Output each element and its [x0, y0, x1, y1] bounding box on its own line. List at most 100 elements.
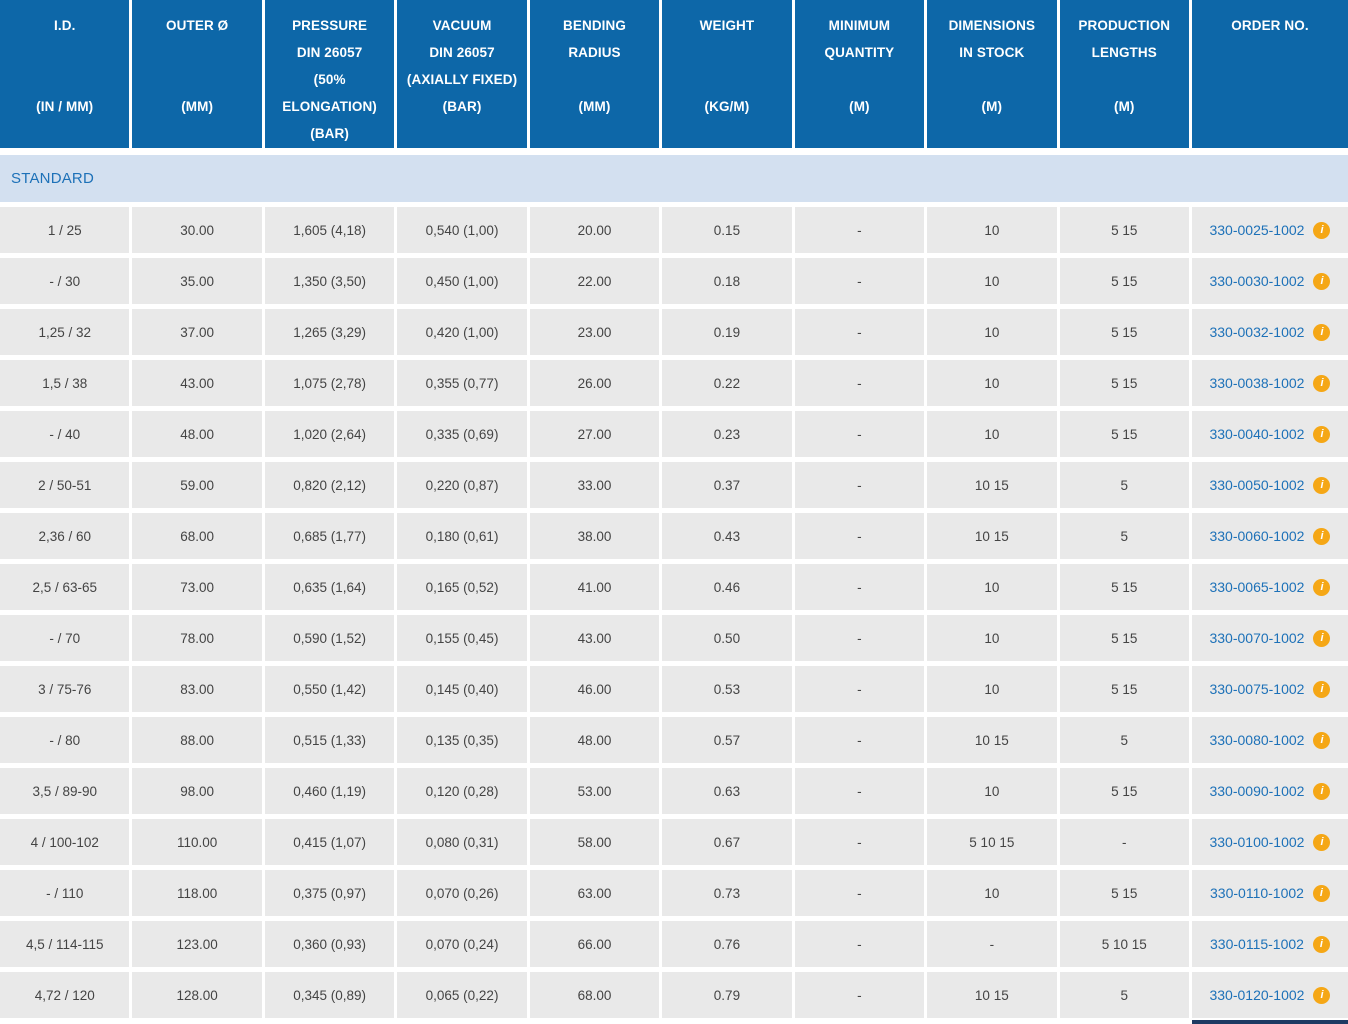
cell-dimensions-in-stock: 10 15	[927, 717, 1057, 763]
cell-minimum-quantity: -	[794, 921, 925, 967]
cell-vacuum: 0,165 (0,52)	[397, 564, 527, 610]
cell-outer-diameter: 118.00	[132, 870, 262, 916]
cell-weight: 0.43	[662, 513, 792, 559]
cell-minimum-quantity: -	[794, 411, 925, 457]
cell-vacuum: 0,450 (1,00)	[397, 258, 527, 304]
info-icon[interactable]: i	[1313, 425, 1331, 443]
cell-vacuum: 0,420 (1,00)	[397, 309, 527, 355]
cell-pressure: 1,350 (3,50)	[264, 258, 395, 304]
cell-bending-radius: 58.00	[529, 819, 660, 865]
cell-minimum-quantity: -	[794, 360, 925, 406]
cell-production-lengths: 5 15	[1059, 309, 1189, 355]
cell-pressure: 0,685 (1,77)	[264, 513, 395, 559]
column-header-production-lengths: PRODUCTION LENGTHS (M)	[1059, 0, 1189, 148]
column-header-line: PRODUCTION	[1078, 18, 1171, 33]
cell-outer-diameter: 37.00	[132, 309, 262, 355]
cell-dimensions-in-stock: 5 10 15	[927, 819, 1057, 865]
column-header-line	[0, 39, 129, 66]
cell-outer-diameter: 128.00	[132, 972, 262, 1018]
cell-outer-diameter: 88.00	[132, 717, 262, 763]
order-no-link[interactable]: 330-0030-1002	[1209, 273, 1305, 289]
cell-vacuum: 0,180 (0,61)	[397, 513, 527, 559]
order-no-link[interactable]: 330-0120-1002	[1209, 987, 1305, 1003]
table-row: 3,5 / 89-90 98.00 0,460 (1,19) 0,120 (0,…	[0, 768, 1348, 814]
table-row: - / 110 118.00 0,375 (0,97) 0,070 (0,26)…	[0, 870, 1348, 916]
cell-bending-radius: 33.00	[529, 462, 660, 508]
info-icon[interactable]: i	[1313, 833, 1331, 851]
info-icon[interactable]: i	[1313, 221, 1331, 239]
cell-dimensions-in-stock: 10	[927, 207, 1057, 253]
order-no-link[interactable]: 330-0060-1002	[1209, 528, 1305, 544]
table-row: 1 / 25 30.00 1,605 (4,18) 0,540 (1,00) 2…	[0, 207, 1348, 253]
cell-minimum-quantity: -	[794, 819, 925, 865]
cell-order-no: 330-0090-1002 i	[1191, 768, 1348, 814]
cell-bending-radius: 22.00	[529, 258, 660, 304]
cell-vacuum: 0,065 (0,22)	[397, 972, 527, 1018]
cell-order-no: 330-0065-1002 i	[1191, 564, 1348, 610]
cell-id: 2,36 / 60	[0, 513, 130, 559]
info-icon[interactable]: i	[1313, 374, 1331, 392]
order-no-link[interactable]: 330-0115-1002	[1210, 936, 1304, 952]
info-icon[interactable]: i	[1313, 782, 1331, 800]
order-no-link[interactable]: 330-0075-1002	[1209, 681, 1305, 697]
order-no-link[interactable]: 330-0110-1002	[1210, 885, 1304, 901]
order-no-link[interactable]: 330-0032-1002	[1209, 324, 1305, 340]
cell-dimensions-in-stock: 10	[927, 411, 1057, 457]
cell-pressure: 0,415 (1,07)	[264, 819, 395, 865]
cell-dimensions-in-stock: 10	[927, 666, 1057, 712]
info-icon[interactable]: i	[1313, 986, 1331, 1004]
info-icon[interactable]: i	[1312, 884, 1330, 902]
info-icon[interactable]: i	[1313, 629, 1331, 647]
cell-weight: 0.57	[662, 717, 792, 763]
order-no-link[interactable]: 330-0065-1002	[1209, 579, 1305, 595]
column-header-line: PRESSURE	[292, 18, 368, 33]
cell-dimensions-in-stock: 10	[927, 309, 1057, 355]
cell-production-lengths: 5	[1059, 513, 1189, 559]
cell-vacuum: 0,540 (1,00)	[397, 207, 527, 253]
column-header-line	[662, 66, 791, 93]
cell-id: 1,5 / 38	[0, 360, 130, 406]
column-header-weight: WEIGHT (KG/M)	[662, 0, 792, 148]
cell-dimensions-in-stock: 10 15	[927, 972, 1057, 1018]
cell-vacuum: 0,080 (0,31)	[397, 819, 527, 865]
order-no-link[interactable]: 330-0090-1002	[1209, 783, 1305, 799]
cell-production-lengths: 5	[1059, 717, 1189, 763]
info-icon[interactable]: i	[1313, 731, 1331, 749]
column-header-line: (M)	[1113, 99, 1135, 114]
column-header-pressure: PRESSURE DIN 26057 (50% ELONGATION) (BAR)	[264, 0, 395, 148]
cell-order-no: 330-0040-1002 i	[1191, 411, 1348, 457]
order-no-link[interactable]: 330-0100-1002	[1209, 834, 1305, 850]
order-no-link[interactable]: 330-0080-1002	[1209, 732, 1305, 748]
table-row: 2,5 / 63-65 73.00 0,635 (1,64) 0,165 (0,…	[0, 564, 1348, 610]
cell-weight: 0.76	[662, 921, 792, 967]
order-no-link[interactable]: 330-0040-1002	[1209, 426, 1305, 442]
cell-production-lengths: 5 15	[1059, 615, 1189, 661]
cell-outer-diameter: 83.00	[132, 666, 262, 712]
order-no-link[interactable]: 330-0025-1002	[1209, 222, 1305, 238]
order-no-link[interactable]: 330-0038-1002	[1209, 375, 1305, 391]
info-icon[interactable]: i	[1313, 476, 1331, 494]
cell-order-no: 330-0120-1002 i	[1191, 972, 1348, 1018]
column-header-dimensions-in-stock: DIMENSIONS IN STOCK (M)	[927, 0, 1057, 148]
column-header-line	[795, 66, 924, 93]
info-icon[interactable]: i	[1312, 935, 1330, 953]
info-icon[interactable]: i	[1313, 578, 1331, 596]
column-header-line: DIMENSIONS	[948, 18, 1036, 33]
cell-dimensions-in-stock: 10	[927, 615, 1057, 661]
column-header-line: QUANTITY	[824, 45, 895, 60]
table-row: 2,36 / 60 68.00 0,685 (1,77) 0,180 (0,61…	[0, 513, 1348, 559]
info-icon[interactable]: i	[1313, 323, 1331, 341]
info-icon[interactable]: i	[1313, 272, 1331, 290]
cell-weight: 0.22	[662, 360, 792, 406]
info-icon[interactable]: i	[1313, 527, 1331, 545]
order-no-link[interactable]: 330-0070-1002	[1209, 630, 1305, 646]
column-header-line: (IN / MM)	[36, 99, 94, 114]
cell-vacuum: 0,155 (0,45)	[397, 615, 527, 661]
cell-minimum-quantity: -	[794, 258, 925, 304]
cell-bending-radius: 27.00	[529, 411, 660, 457]
info-icon[interactable]: i	[1313, 680, 1331, 698]
cell-bending-radius: 46.00	[529, 666, 660, 712]
cell-bending-radius: 66.00	[529, 921, 660, 967]
cell-pressure: 0,375 (0,97)	[264, 870, 395, 916]
order-no-link[interactable]: 330-0050-1002	[1209, 477, 1305, 493]
